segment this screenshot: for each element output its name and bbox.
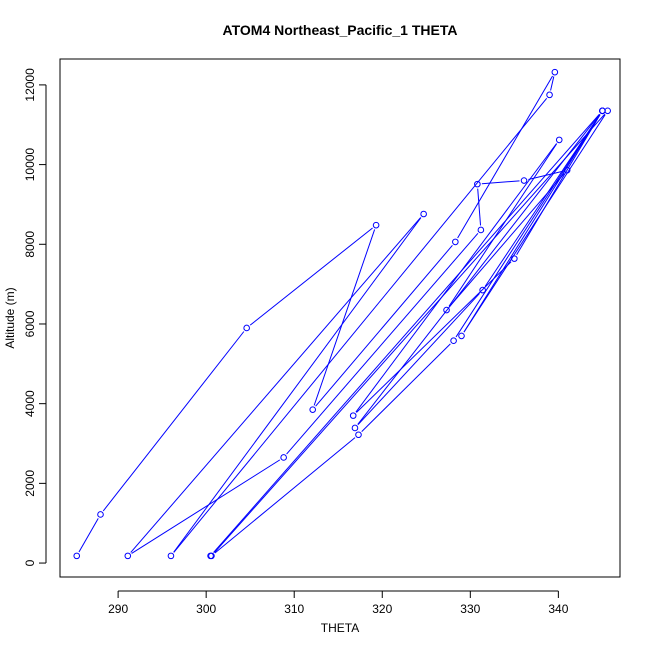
series-segment [286,233,479,455]
series-segment [102,331,245,512]
series-segment [463,114,601,333]
x-tick-label: 330 [460,602,480,616]
data-point [207,552,214,560]
data-point [97,511,104,518]
series-segment [356,261,512,413]
y-tick-label: 6000 [23,310,37,337]
series-segment [315,244,453,407]
data-point [450,337,457,345]
series-segment [481,180,520,185]
series-line [78,75,606,554]
series-segment [455,114,601,338]
series-segment [484,114,601,287]
series-segment [214,113,606,553]
data-point [555,136,563,144]
series-segment [130,217,422,553]
data-point [73,552,81,560]
data-point [355,431,362,439]
data-point [124,552,132,560]
series-segment [357,293,480,426]
series-segment [131,459,281,554]
data-point [551,68,559,76]
y-tick-label: 0 [23,559,37,566]
data-point [458,332,465,340]
plot-area [59,58,621,578]
y-axis-label: Altitude (m) [3,287,17,348]
data-point [349,412,357,419]
series-segment [550,76,555,91]
data-point [477,226,485,234]
series-segment [249,227,373,326]
series-segment [516,114,601,256]
series-segment [477,188,482,226]
series-segment [448,143,558,307]
series-segment [313,229,376,406]
series-segment [214,437,356,554]
data-point [546,91,553,99]
series-segment [173,98,548,553]
data-point [599,107,606,115]
data-point [309,406,317,413]
x-axis: 290 300 310 320 330 340 [108,590,569,616]
data-point [167,552,175,560]
data-point [479,286,486,294]
data-point [280,454,287,461]
series-segment [457,75,553,239]
series-segment [173,217,422,553]
chart-title: ATOM4 Northeast_Pacific_1 THETA [223,22,458,38]
data-point [474,180,481,188]
data-point [511,255,518,262]
data-point [604,107,611,115]
y-axis: 0 2000 4000 6000 8000 10000 12000 [23,68,47,566]
y-tick-label: 10000 [23,148,37,182]
data-point [520,177,528,184]
data-point [563,166,571,174]
series-segment [361,343,451,432]
series-segment [355,143,557,413]
x-tick-label: 340 [548,602,568,616]
y-tick-label: 2000 [23,470,37,497]
x-tick-label: 290 [108,602,128,616]
data-point [443,306,450,314]
data-point [452,238,459,246]
y-tick-label: 12000 [23,68,37,102]
series-segment [463,114,606,333]
data-point [420,210,427,218]
series-points [73,68,611,560]
y-tick-label: 8000 [23,231,37,258]
data-point [351,424,359,432]
x-tick-label: 310 [284,602,304,616]
series-segment [213,113,600,553]
x-tick-label: 300 [196,602,216,616]
data-point [372,221,380,229]
x-tick-label: 320 [372,602,392,616]
data-point [243,324,250,332]
x-axis-label: THETA [321,621,359,635]
series-segment [78,518,99,553]
series-segment [357,114,601,425]
y-tick-label: 4000 [23,390,37,417]
